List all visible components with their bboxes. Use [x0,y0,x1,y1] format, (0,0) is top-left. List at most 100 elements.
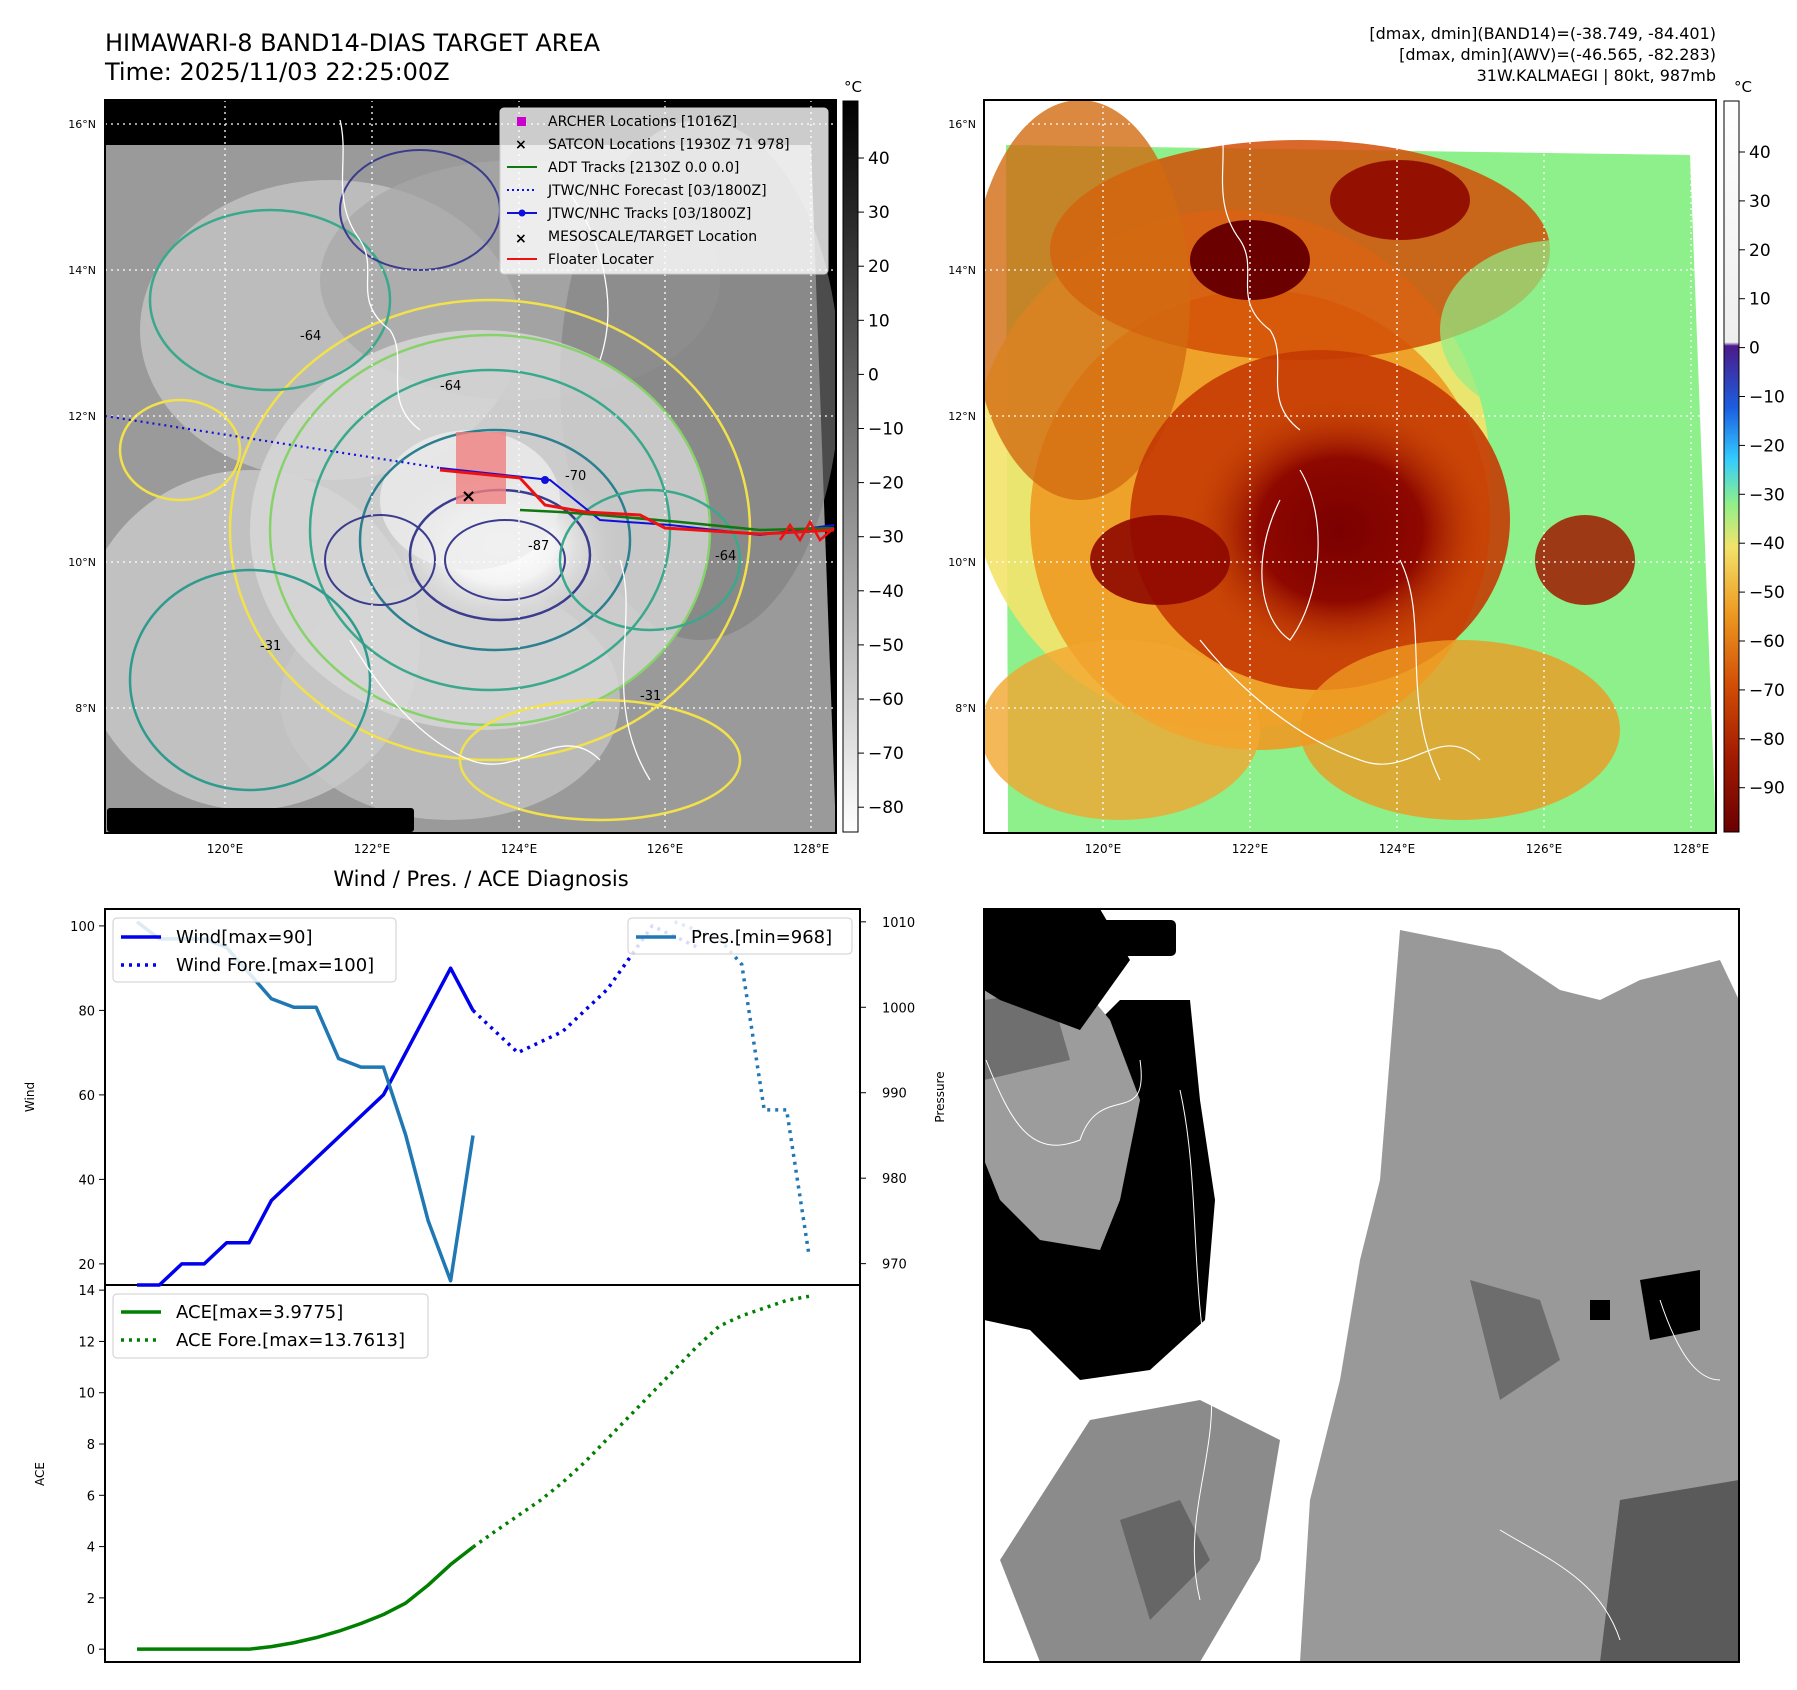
ir-map-panel: -64 -64 -87 -70 -64 -31 -31 × Copyright … [68,78,904,856]
wind-tick-label: 80 [78,1004,95,1019]
cbar-tick-label: −10 [1749,388,1785,408]
cbar-tick-label: 30 [868,203,890,223]
cbar-tick-label: −30 [1749,485,1785,505]
lat-tick: 12°N [68,410,96,423]
cbar-tick-label: −20 [868,474,904,494]
tracks-legend-point [518,209,526,217]
lat-tick: 14°N [948,264,976,277]
ace-tick-label: 2 [87,1592,95,1607]
cbar-tick-label: −60 [1749,632,1785,652]
legend-target: MESOSCALE/TARGET Location [548,229,757,245]
cbar-tick-label: −30 [868,528,904,548]
contour-label: -64 [300,329,321,344]
floater-box [456,432,506,504]
legend-floater: Floater Locater [548,252,654,268]
lat-tick: 8°N [955,702,976,715]
legend-adt: ADT Tracks [2130Z 0.0 0.0] [548,160,739,176]
contour-label: -31 [640,689,661,704]
ace-series [137,1545,475,1651]
cbar-unit: °C [1734,78,1752,96]
lat-tick: 16°N [948,118,976,131]
info-storm: 31W.KALMAEGI | 80kt, 987mb [1477,66,1716,85]
contour-label: -64 [715,549,736,564]
lat-tick: 10°N [68,556,96,569]
wind-axis-label: Wind [23,1082,37,1112]
cbar-tick-label: 0 [1749,339,1760,359]
wmg-panel: WMG Count: 0 [983,908,1740,1663]
chart-title: Wind / Pres. / ACE Diagnosis [333,867,628,891]
wind-tick-label: 60 [78,1089,95,1104]
wind-tick-label: 20 [78,1258,95,1273]
cbar-tick-label: −40 [1749,534,1785,554]
lat-tick: 14°N [68,264,96,277]
lat-tick: 10°N [948,556,976,569]
legend-jtwc-forecast: JTWC/NHC Forecast [03/1800Z] [547,183,767,199]
legend-satcon: SATCON Locations [1930Z 71 978] [548,137,790,153]
cbar-tick-label: 10 [1749,290,1771,310]
cbar-tick-label: −70 [868,744,904,764]
wmg-label-box [993,920,1176,956]
pressure-legend: Pres.[min=968] [627,917,853,955]
info-band14: [dmax, dmin](BAND14)=(-38.749, -84.401) [1369,24,1716,43]
cbar-tick-label: −70 [1749,681,1785,701]
legend-wind-fore: Wind Fore.[max=100] [176,955,374,976]
ace-tick-label: 10 [78,1387,95,1402]
cbar-tick-label: 20 [868,257,890,277]
cbar-tick-label: 30 [1749,192,1771,212]
cbar-tick-label: −80 [1749,730,1785,750]
cbar-tick-label: 40 [1749,143,1771,163]
heat-map-panel: 16°N 14°N 12°N 10°N 8°N 120°E 122°E 124°… [948,78,1785,856]
lon-tick: 126°E [1526,842,1563,856]
contour-label: -64 [440,379,461,394]
target-legend-marker: × [515,231,527,247]
cbar-tick-label: −40 [868,582,904,602]
cbar-tick-label: −10 [868,420,904,440]
cbar-tick-label: −80 [868,798,904,818]
legend-wind: Wind[max=90] [176,927,313,948]
floater-loop [778,519,835,543]
ace-tick-label: 6 [87,1489,95,1504]
ace-tick-label: 4 [87,1541,95,1556]
legend: ARCHER Locations [1016Z] × SATCON Locati… [499,107,829,275]
adt-track-line [519,508,835,532]
legend-ace: ACE[max=3.9775] [176,1302,343,1323]
pressure-forecast-series [673,920,811,1256]
lon-tick: 120°E [207,842,244,856]
floater-track-line [439,468,835,536]
contour-label: -31 [260,639,281,654]
wind-tick-label: 40 [78,1173,95,1188]
target-marker: × [461,486,476,507]
pressure-axis-label: Pressure [933,1071,947,1122]
satcon-marker: × [515,137,527,153]
ace-forecast-series [471,1294,810,1549]
cbar-tick-label: −50 [868,636,904,656]
jtwc-forecast-line [105,414,441,470]
ace-tick-label: 0 [87,1643,95,1658]
ace-tick-label: 14 [78,1284,95,1299]
lat-tick: 8°N [75,702,96,715]
copyright-box [107,808,414,832]
main-time: Time: 2025/11/03 22:25:00Z [104,58,450,86]
legend-ace-fore: ACE Fore.[max=13.7613] [176,1330,405,1351]
legend-archer: ARCHER Locations [1016Z] [548,114,737,130]
lon-tick: 122°E [354,842,391,856]
cbar-unit: °C [844,78,862,96]
pressure-tick-label: 1000 [882,1001,915,1016]
cbar-tick-label: −50 [1749,583,1785,603]
ace-axis-label: ACE [33,1462,47,1486]
contour-label: -70 [565,469,586,484]
cbar-tick-label: −20 [1749,436,1785,456]
ace-legend: ACE[max=3.9775] ACE Fore.[max=13.7613] [112,1293,429,1359]
wmg-count: WMG Count: 0 [1002,927,1163,951]
cbar-tick-label: −90 [1749,779,1785,799]
pressure-tick-label: 970 [882,1258,907,1273]
lon-tick: 122°E [1232,842,1269,856]
lon-tick: 126°E [647,842,684,856]
lon-tick: 120°E [1085,842,1122,856]
main-title: HIMAWARI-8 BAND14-DIAS TARGET AREA [105,29,601,57]
info-awv: [dmax, dmin](AWV)=(-46.565, -82.283) [1399,45,1716,64]
jtwc-track-point [541,476,549,484]
cbar-tick-label: 20 [1749,241,1771,261]
ace-tick-label: 8 [87,1438,95,1453]
